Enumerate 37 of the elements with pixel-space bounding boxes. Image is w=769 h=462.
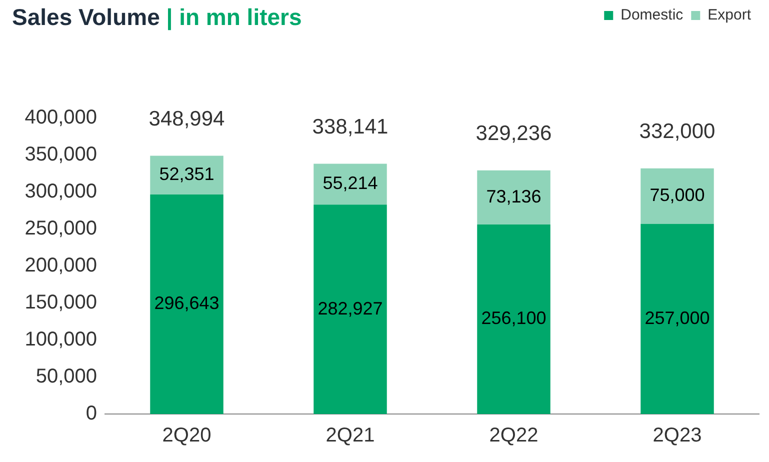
x-tick-label: 2Q22: [489, 424, 538, 447]
data-label: 296,643: [154, 293, 220, 314]
data-label: 75,000: [650, 185, 705, 206]
bar: [477, 170, 550, 224]
bar: [150, 156, 224, 194]
y-tick-label: 100,000: [24, 328, 97, 351]
legend-label: Export: [708, 6, 752, 24]
y-tick-label: 300,000: [24, 180, 97, 203]
bar: [477, 224, 550, 414]
total-label: 329,236: [476, 122, 552, 146]
data-label: 256,100: [481, 308, 546, 328]
bar: [314, 204, 387, 414]
x-tick-label: 2Q21: [326, 424, 375, 447]
y-tick-label: 350,000: [24, 144, 97, 166]
y-tick-label: 50,000: [36, 366, 97, 388]
legend-label: Domestic: [620, 6, 684, 24]
total-label: 332,000: [639, 120, 716, 144]
y-tick-label: 150,000: [24, 292, 97, 314]
bar: [314, 164, 387, 205]
x-tick-label: 2Q23: [652, 424, 702, 447]
total-label: 338,141: [312, 116, 388, 139]
y-tick-label: 250,000: [24, 218, 97, 240]
data-label: 73,136: [486, 186, 542, 206]
y-tick-label: 200,000: [24, 254, 97, 277]
y-tick-label: 0: [86, 402, 97, 425]
data-label: 55,214: [322, 173, 378, 194]
x-tick-label: 2Q20: [162, 424, 212, 447]
data-label: 257,000: [644, 308, 710, 328]
data-label: 282,927: [318, 298, 383, 318]
bar: [640, 224, 714, 414]
bar: [640, 168, 714, 224]
bar: [150, 194, 224, 414]
y-tick-label: 400,000: [24, 106, 97, 129]
total-label: 348,994: [148, 108, 226, 131]
chart-title: Sales Volume: [12, 4, 160, 30]
data-label: 52,351: [159, 164, 214, 184]
chart-subtitle: | in mn liters: [166, 4, 302, 30]
